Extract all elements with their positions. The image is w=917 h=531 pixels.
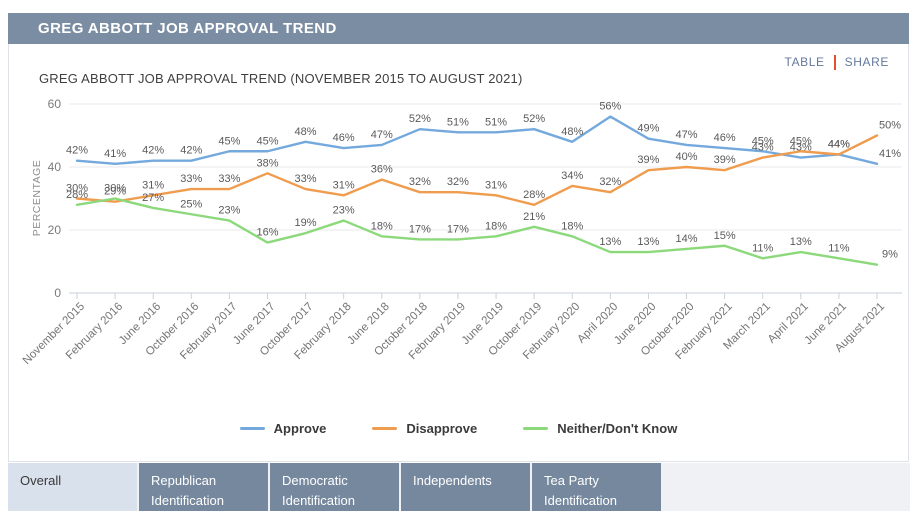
data-label-approve: 47% xyxy=(676,129,698,141)
data-label-disapprove: 32% xyxy=(409,176,431,188)
tab-independents[interactable]: Independents xyxy=(401,463,530,511)
series-line-disapprove[interactable] xyxy=(75,134,879,207)
legend-swatch xyxy=(239,427,265,430)
data-label-disapprove: 39% xyxy=(637,154,659,166)
data-label-approve: 41% xyxy=(104,148,126,160)
data-label-disapprove: 32% xyxy=(599,176,621,188)
data-label-approve: 45% xyxy=(256,135,278,147)
data-label-disapprove: 43% xyxy=(752,142,774,154)
data-label-neither-don-t-know: 18% xyxy=(371,220,393,232)
series-line-neither-don-t-know[interactable] xyxy=(75,197,879,266)
data-label-neither-don-t-know: 27% xyxy=(142,192,164,204)
data-label-approve: 48% xyxy=(561,126,583,138)
data-label-approve: 46% xyxy=(714,132,736,144)
data-label-neither-don-t-know: 14% xyxy=(676,233,698,245)
data-label-neither-don-t-know: 17% xyxy=(447,223,469,235)
chart-title: GREG ABBOTT JOB APPROVAL TREND (NOVEMBER… xyxy=(39,71,523,86)
widget-header: GREG ABBOTT JOB APPROVAL TREND xyxy=(8,13,909,44)
data-label-neither-don-t-know: 9% xyxy=(882,249,898,261)
data-label-neither-don-t-know: 17% xyxy=(409,223,431,235)
legend-swatch xyxy=(372,427,398,430)
data-label-neither-don-t-know: 13% xyxy=(637,236,659,248)
y-tick-label: 40 xyxy=(48,160,62,174)
data-label-neither-don-t-know: 23% xyxy=(333,205,355,217)
data-label-neither-don-t-know: 21% xyxy=(523,211,545,223)
data-label-disapprove: 28% xyxy=(523,189,545,201)
tab-republican-identification[interactable]: Republican Identification xyxy=(139,463,268,511)
toolbar-divider xyxy=(833,54,836,70)
chart-legend: Approve Disapprove Neither/Don't Know xyxy=(9,421,908,436)
data-label-approve: 43% xyxy=(790,142,812,154)
data-label-disapprove: 40% xyxy=(676,151,698,163)
share-button[interactable]: SHARE xyxy=(844,55,889,69)
y-tick-label: 20 xyxy=(48,223,62,237)
y-tick-label: 0 xyxy=(54,286,61,300)
data-label-neither-don-t-know: 28% xyxy=(66,189,88,201)
data-label-disapprove: 33% xyxy=(295,173,317,185)
legend-label: Approve xyxy=(273,421,327,436)
data-label-neither-don-t-know: 25% xyxy=(180,198,202,210)
data-label-neither-don-t-know: 11% xyxy=(752,242,773,254)
data-label-approve: 45% xyxy=(218,135,240,147)
toolbar: TABLE SHARE xyxy=(778,53,896,71)
data-label-disapprove: 31% xyxy=(485,179,507,191)
data-label-disapprove: 29% xyxy=(104,186,126,198)
data-label-approve: 47% xyxy=(371,129,393,141)
data-label-approve: 51% xyxy=(485,116,507,128)
y-tick-label: 60 xyxy=(48,97,62,111)
data-label-approve: 42% xyxy=(180,145,202,157)
data-label-neither-don-t-know: 18% xyxy=(485,220,507,232)
legend-item-approve[interactable]: Approve xyxy=(239,421,327,436)
data-label-neither-don-t-know: 11% xyxy=(828,242,849,254)
data-label-approve: 52% xyxy=(409,113,431,125)
data-label-approve: 51% xyxy=(447,116,469,128)
tab-overall[interactable]: Overall xyxy=(8,463,137,511)
data-label-disapprove: 30% xyxy=(66,183,88,195)
legend-item-disapprove[interactable]: Disapprove xyxy=(372,421,477,436)
data-label-disapprove: 34% xyxy=(561,170,583,182)
data-label-approve: 46% xyxy=(333,132,355,144)
data-label-disapprove: 38% xyxy=(256,157,278,169)
data-label-approve: 42% xyxy=(66,145,88,157)
tab-tea-party-identification[interactable]: Tea Party Identification xyxy=(532,463,661,511)
legend-swatch xyxy=(523,427,549,430)
tab-bar: Overall Republican Identification Democrat… xyxy=(8,463,910,511)
data-label-neither-don-t-know: 13% xyxy=(599,236,621,248)
data-label-neither-don-t-know: 13% xyxy=(790,236,812,248)
tab-democratic-identification[interactable]: Democratic Identification xyxy=(270,463,399,511)
data-label-approve: 44% xyxy=(828,138,850,150)
data-label-approve: 52% xyxy=(523,113,545,125)
data-label-neither-don-t-know: 19% xyxy=(295,217,317,229)
data-label-approve: 45% xyxy=(752,135,774,147)
data-label-neither-don-t-know: 15% xyxy=(714,230,736,242)
data-label-disapprove: 31% xyxy=(333,179,355,191)
data-label-disapprove: 31% xyxy=(142,179,164,191)
legend-label: Disapprove xyxy=(406,421,478,436)
data-label-disapprove: 45% xyxy=(790,135,812,147)
data-label-approve: 49% xyxy=(637,123,659,135)
legend-label: Neither/Don't Know xyxy=(557,421,678,436)
data-label-approve: 41% xyxy=(879,148,901,160)
table-button[interactable]: TABLE xyxy=(784,55,825,69)
data-label-neither-don-t-know: 16% xyxy=(256,227,278,239)
data-label-disapprove: 44% xyxy=(828,138,850,150)
data-label-disapprove: 36% xyxy=(371,164,393,176)
data-label-approve: 42% xyxy=(142,145,164,157)
chart-widget: GREG ABBOTT JOB APPROVAL TREND TABLE SHA… xyxy=(8,13,909,462)
data-label-neither-don-t-know: 30% xyxy=(104,183,126,195)
y-axis-title: PERCENTAGE xyxy=(31,160,43,237)
data-label-approve: 48% xyxy=(295,126,317,138)
data-label-disapprove: 39% xyxy=(714,154,736,166)
data-label-disapprove: 33% xyxy=(180,173,202,185)
series-line-approve[interactable] xyxy=(75,115,879,166)
data-label-neither-don-t-know: 23% xyxy=(218,205,240,217)
widget-title: GREG ABBOTT JOB APPROVAL TREND xyxy=(38,20,337,37)
data-label-disapprove: 33% xyxy=(218,173,240,185)
data-label-approve: 56% xyxy=(599,101,621,113)
data-label-disapprove: 32% xyxy=(447,176,469,188)
data-label-disapprove: 50% xyxy=(879,120,901,132)
legend-item-neither-don-t-know[interactable]: Neither/Don't Know xyxy=(523,421,677,436)
data-label-neither-don-t-know: 18% xyxy=(561,220,583,232)
